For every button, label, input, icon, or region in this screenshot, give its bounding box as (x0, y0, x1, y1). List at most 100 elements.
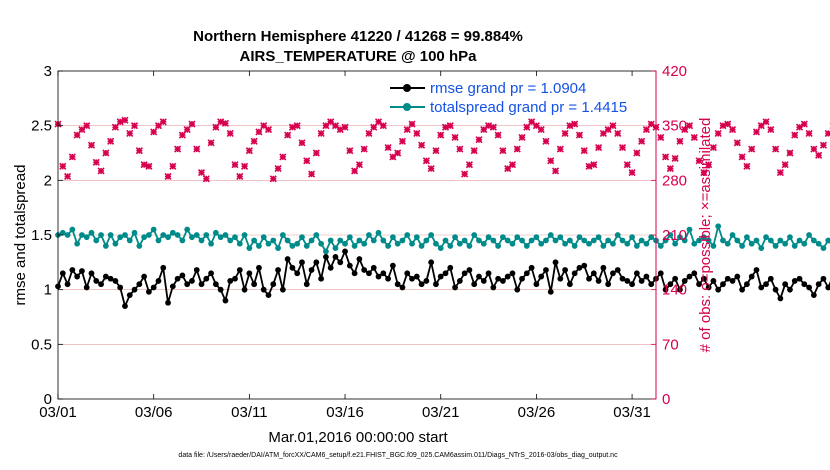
rmse-point (696, 281, 702, 288)
totalspread-point (356, 237, 363, 244)
totalspread-point (806, 232, 812, 238)
obs-possible-marker (673, 157, 677, 160)
rmse-point (236, 267, 243, 273)
x-axis-label: Mar.01,2016 00:00:00 start (268, 429, 448, 446)
rmse-point (806, 284, 812, 291)
totalspread-point (691, 240, 698, 247)
obs-possible-marker (80, 128, 84, 131)
rmse-point (102, 273, 109, 280)
totalspread-point (375, 229, 382, 236)
totalspread-point (174, 232, 181, 238)
rmse-point (657, 270, 664, 277)
obs-possible-marker (506, 167, 509, 170)
rmse-point (112, 278, 119, 284)
obs-possible-marker (626, 163, 629, 166)
x-tick-label: 03/01 (39, 404, 77, 421)
totalspread-point (418, 243, 425, 249)
totalspread-point (83, 234, 90, 241)
obs-possible-marker (410, 122, 414, 126)
obs-possible-marker (554, 169, 557, 173)
obs-possible-marker (248, 149, 251, 152)
rmse-point (413, 273, 420, 280)
rmse-point (466, 267, 473, 273)
totalspread-point (739, 243, 746, 249)
obs-possible-marker (353, 169, 356, 173)
obs-possible-marker (362, 147, 366, 151)
totalspread-point (165, 234, 171, 241)
obs-possible-marker (669, 167, 672, 170)
totalspread-point (59, 229, 66, 236)
obs-possible-marker (587, 165, 591, 168)
rmse-point (313, 259, 320, 266)
obs-possible-marker (769, 128, 773, 131)
x-tick-label: 03/11 (231, 404, 267, 421)
rmse-point (399, 284, 406, 291)
rmse-point (251, 281, 258, 288)
totalspread-point (605, 237, 612, 244)
right-y-tick-label: 70 (662, 336, 679, 353)
rmse-point (193, 267, 200, 273)
obs-possible-marker (487, 124, 490, 127)
chart-title-line1: Northern Hemisphere 41220 / 41268 = 99.8… (193, 28, 523, 45)
obs-possible-marker (511, 163, 514, 166)
rmse-point (346, 262, 353, 269)
obs-possible-marker (219, 120, 222, 123)
rmse-point (562, 267, 569, 273)
left-y-tick-label: 0.5 (31, 336, 52, 353)
obs-possible-marker (85, 124, 88, 127)
rmse-point (566, 281, 573, 288)
rmse-point (815, 281, 822, 288)
obs-possible-marker (458, 147, 462, 151)
obs-possible-marker (496, 133, 500, 137)
totalspread-point (337, 237, 344, 244)
obs-possible-marker (630, 171, 634, 174)
right-y-tick-label: 140 (662, 282, 687, 299)
totalspread-point (141, 234, 148, 241)
rmse-point (160, 264, 167, 271)
x-axis-ticks: 03/01 03/06 03/11 03/16 03/21 03/26 03/31 (39, 71, 651, 421)
obs-possible-marker (549, 159, 552, 163)
obs-possible-marker (200, 171, 203, 174)
rmse-point (605, 281, 612, 288)
totalspread-point (519, 237, 525, 244)
totalspread-point (763, 234, 769, 241)
obs-possible-marker (616, 132, 619, 135)
obs-possible-marker (272, 177, 275, 180)
totalspread-point (801, 240, 808, 247)
rmse-point (433, 281, 439, 288)
totalspread-point (720, 237, 726, 244)
rmse-point (323, 253, 329, 260)
rmse-point (810, 292, 817, 299)
totalspread-point (112, 240, 119, 247)
right-y-tick-label: 350 (662, 118, 687, 135)
obs-possible-marker (123, 119, 127, 122)
totalspread-point (366, 232, 372, 238)
totalspread-point (169, 229, 176, 236)
rmse-point (79, 268, 85, 274)
obs-possible-marker (243, 165, 246, 168)
right-y-tick-label: 420 (662, 63, 687, 80)
obs-possible-marker (71, 155, 74, 159)
rmse-point (452, 284, 458, 291)
obs-possible-marker (492, 126, 495, 129)
totalspread-point (700, 234, 707, 241)
obs-possible-marker (104, 151, 108, 155)
totalspread-point (471, 232, 478, 238)
totalspread-point (433, 240, 439, 247)
totalspread-point (672, 240, 679, 247)
totalspread-point (260, 234, 267, 241)
rmse-point (753, 267, 760, 273)
rmse-point (203, 275, 210, 282)
obs-possible-marker (305, 159, 308, 163)
totalspread-point (184, 226, 191, 233)
rmse-point (796, 275, 803, 282)
rmse-point (610, 270, 616, 277)
totalspread-point (327, 237, 334, 244)
rmse-point (83, 284, 90, 291)
obs-possible-marker (157, 124, 160, 127)
totalspread-point (389, 234, 396, 241)
obs-possible-marker (788, 151, 792, 155)
obs-possible-marker (128, 132, 131, 135)
totalspread-point (222, 232, 229, 238)
obs-possible-marker (822, 143, 825, 147)
